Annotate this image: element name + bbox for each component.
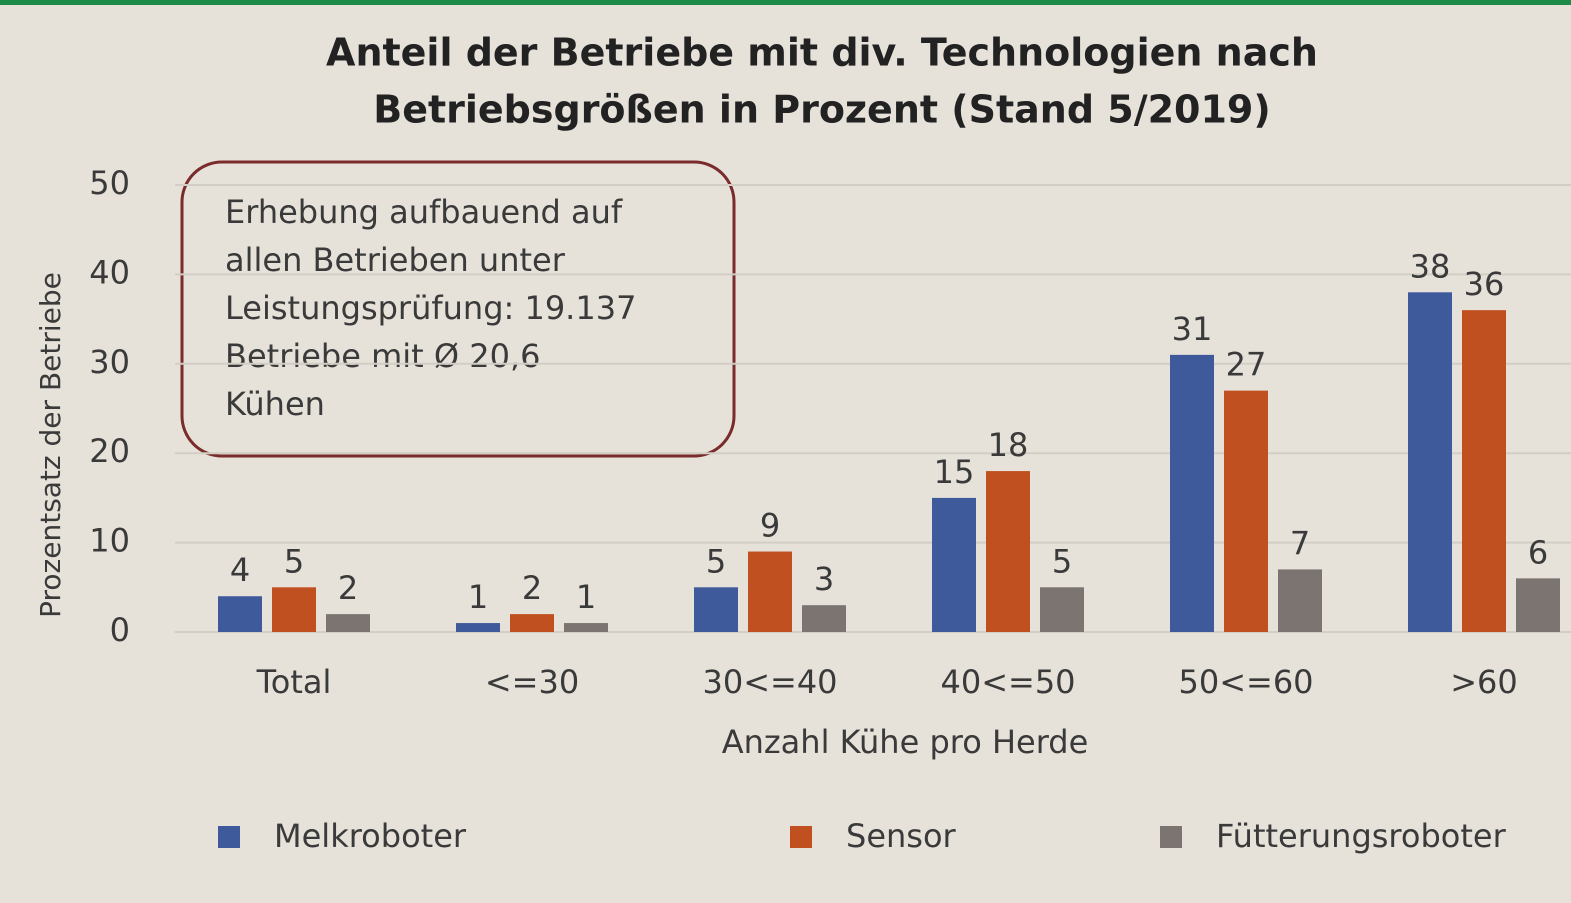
bar <box>1170 354 1214 632</box>
y-tick-label: 40 <box>89 253 130 291</box>
data-label: 5 <box>706 542 726 580</box>
y-tick-label: 30 <box>89 343 130 381</box>
chart-title: Betriebsgrößen in Prozent (Stand 5/2019) <box>373 88 1271 132</box>
legend-label: Fütterungsroboter <box>1216 817 1507 855</box>
bar <box>564 623 608 632</box>
data-label: 7 <box>1290 524 1310 562</box>
bar <box>326 614 370 632</box>
bar <box>456 623 500 632</box>
data-label: 1 <box>576 578 596 616</box>
y-tick-label: 10 <box>89 522 130 560</box>
annotation-text: Kühen <box>225 385 325 423</box>
bar <box>986 471 1030 632</box>
x-tick-label: 40<=50 <box>940 663 1075 701</box>
y-tick-label: 0 <box>110 611 130 649</box>
y-axis-label: Prozentsatz der Betriebe <box>34 272 67 618</box>
annotation-text: Leistungsprüfung: 19.137 <box>225 289 636 327</box>
top-border <box>0 0 1571 5</box>
bar <box>1408 292 1452 632</box>
legend-label: Sensor <box>846 817 957 855</box>
bar <box>748 551 792 632</box>
bar <box>510 614 554 632</box>
chart-title: Anteil der Betriebe mit div. Technologie… <box>326 31 1318 75</box>
data-label: 2 <box>522 569 542 607</box>
bar <box>1462 310 1506 632</box>
bar <box>1516 578 1560 632</box>
x-axis-label: Anzahl Kühe pro Herde <box>722 723 1089 761</box>
bar <box>1040 587 1084 632</box>
bar <box>932 497 976 632</box>
bar <box>272 587 316 632</box>
bar <box>694 587 738 632</box>
x-tick-label: 30<=40 <box>702 663 837 701</box>
legend-swatch <box>218 826 240 848</box>
data-label: 36 <box>1464 265 1505 303</box>
bar <box>1224 390 1268 632</box>
x-tick-label: <=30 <box>485 663 579 701</box>
data-label: 1 <box>468 578 488 616</box>
bar <box>218 596 262 632</box>
legend-swatch <box>790 826 812 848</box>
data-label: 18 <box>988 426 1029 464</box>
data-label: 5 <box>1052 542 1072 580</box>
data-label: 9 <box>760 507 780 545</box>
bar <box>802 605 846 632</box>
annotation-box <box>180 160 736 458</box>
annotation-text: Erhebung aufbauend auf <box>225 193 623 231</box>
legend-swatch <box>1160 826 1182 848</box>
data-label: 6 <box>1528 533 1548 571</box>
data-label: 27 <box>1226 346 1267 384</box>
y-tick-label: 20 <box>89 432 130 470</box>
data-label: 2 <box>338 569 358 607</box>
data-label: 3 <box>814 560 834 598</box>
annotation-text: Betriebe mit Ø 20,6 <box>225 337 540 375</box>
data-label: 31 <box>1172 310 1213 348</box>
data-label: 38 <box>1410 247 1451 285</box>
annotation-text: allen Betrieben unter <box>225 241 566 279</box>
bar <box>1278 569 1322 632</box>
x-tick-label: 50<=60 <box>1178 663 1313 701</box>
y-tick-label: 50 <box>89 164 130 202</box>
data-label: 15 <box>934 453 975 491</box>
data-label: 5 <box>284 542 304 580</box>
x-tick-label: >60 <box>1450 663 1518 701</box>
legend-label: Melkroboter <box>274 817 467 855</box>
data-label: 4 <box>230 551 250 589</box>
x-tick-label: Total <box>256 663 332 701</box>
